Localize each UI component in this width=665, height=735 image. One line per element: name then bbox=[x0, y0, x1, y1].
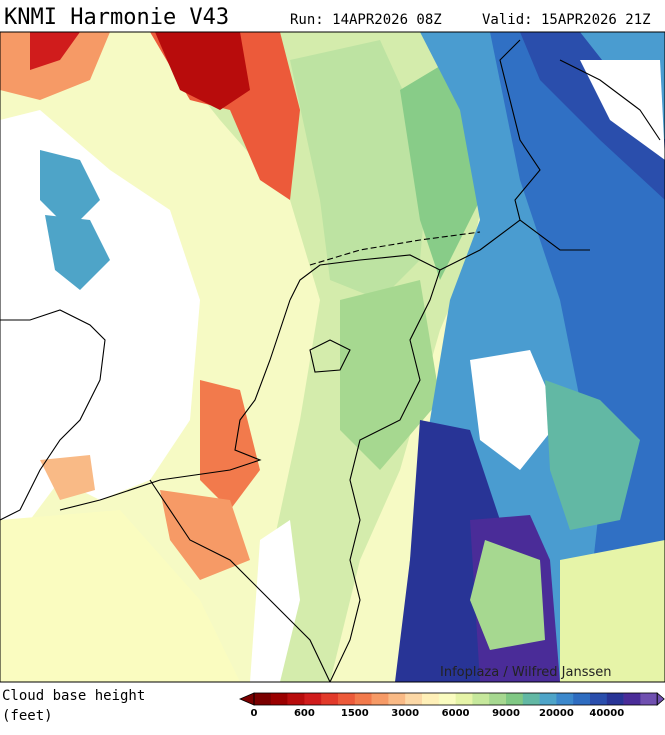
cloud-field bbox=[560, 540, 665, 682]
color-swatch bbox=[539, 693, 557, 705]
clear-area bbox=[0, 110, 200, 520]
color-swatch bbox=[405, 693, 423, 705]
clear-area bbox=[470, 350, 560, 470]
coastline bbox=[59, 299, 291, 511]
cloud-field bbox=[395, 420, 500, 682]
color-swatch bbox=[438, 693, 456, 705]
legend-tick-label: 20000 bbox=[539, 708, 574, 719]
coastline bbox=[0, 309, 106, 521]
cloud-field bbox=[470, 540, 545, 650]
credit: Infoplaza / Wilfred Janssen bbox=[440, 665, 612, 680]
legend-title: Cloud base height bbox=[2, 688, 145, 704]
border bbox=[149, 479, 331, 682]
legend-tick-label: 3000 bbox=[391, 708, 419, 719]
cloud-field bbox=[40, 150, 100, 230]
color-swatch bbox=[371, 693, 389, 705]
legend-unit: (feet) bbox=[2, 708, 53, 724]
cloud-field bbox=[490, 32, 665, 682]
color-swatch bbox=[455, 693, 473, 705]
cloud-field bbox=[290, 40, 430, 300]
cloud-field bbox=[340, 280, 440, 470]
map: Infoplaza / Wilfred Janssen bbox=[0, 31, 665, 683]
color-swatch bbox=[590, 693, 608, 705]
legend-tick-label: 6000 bbox=[442, 708, 470, 719]
cloud-field bbox=[155, 32, 250, 110]
cloud-field bbox=[0, 510, 240, 682]
color-swatch bbox=[623, 693, 641, 705]
color-swatch bbox=[556, 693, 574, 705]
coastline bbox=[309, 339, 351, 373]
coastline bbox=[309, 231, 481, 266]
color-swatch bbox=[388, 693, 406, 705]
color-swatch bbox=[606, 693, 624, 705]
color-swatch bbox=[304, 693, 322, 705]
legend-tick-label: 600 bbox=[294, 708, 315, 719]
clear-area bbox=[250, 520, 300, 682]
color-swatch bbox=[354, 693, 372, 705]
color-swatch bbox=[472, 693, 490, 705]
legend-tick-label: 40000 bbox=[589, 708, 624, 719]
color-swatch bbox=[338, 693, 356, 705]
cloud-field bbox=[0, 32, 110, 100]
coastline bbox=[559, 59, 661, 141]
color-swatch bbox=[489, 693, 507, 705]
color-swatch bbox=[422, 693, 440, 705]
cloud-field bbox=[520, 32, 665, 200]
title: KNMI Harmonie V43 bbox=[4, 5, 229, 30]
border bbox=[289, 254, 441, 682]
legend-tick-label: 0 bbox=[251, 708, 258, 719]
color-swatch bbox=[270, 693, 288, 705]
color-swatch bbox=[321, 693, 339, 705]
color-swatch bbox=[573, 693, 591, 705]
color-swatch bbox=[254, 693, 272, 705]
run-time: Run: 14APR2026 08Z bbox=[290, 12, 442, 28]
color-bar: 0 600 1500 3000 6000 9000 20000 40000 bbox=[238, 692, 665, 719]
color-swatch bbox=[506, 693, 524, 705]
map-frame bbox=[0, 31, 665, 683]
color-swatch bbox=[287, 693, 305, 705]
cloud-field bbox=[45, 215, 110, 290]
cloud-field bbox=[160, 490, 250, 580]
legend-tick-label: 1500 bbox=[341, 708, 369, 719]
color-bar-frame bbox=[253, 692, 658, 706]
cloud-field bbox=[545, 380, 640, 530]
coastline bbox=[439, 39, 590, 271]
cloud-field bbox=[40, 455, 95, 500]
cloud-field bbox=[400, 60, 480, 280]
clear-area bbox=[580, 60, 665, 160]
legend-tick-label: 9000 bbox=[492, 708, 520, 719]
color-swatch bbox=[522, 693, 540, 705]
color-swatch bbox=[640, 693, 658, 705]
valid-time: Valid: 15APR2026 21Z bbox=[482, 12, 651, 28]
cloud-field bbox=[30, 32, 80, 70]
